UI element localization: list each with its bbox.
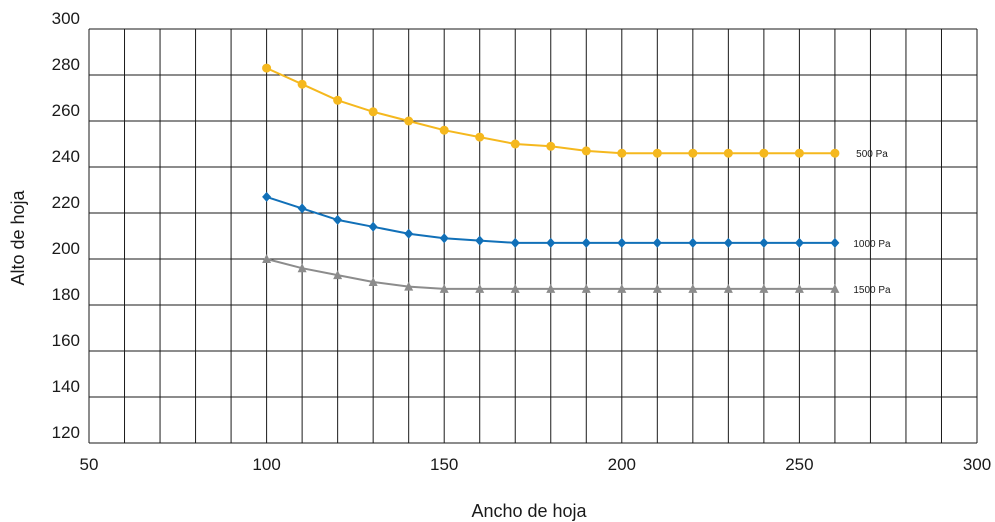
y-tick-label: 140 [52, 377, 80, 396]
data-point [333, 214, 343, 225]
series-label: 500 Pa [856, 149, 888, 160]
data-point [297, 263, 307, 273]
data-point [475, 283, 485, 293]
data-point [368, 277, 378, 286]
data-point [581, 146, 591, 156]
series-label: 1500 Pa [853, 285, 891, 296]
data-point [794, 148, 804, 158]
data-point [510, 237, 520, 248]
data-point [652, 283, 662, 293]
data-point [546, 237, 556, 248]
data-point [475, 235, 485, 246]
data-point [333, 95, 343, 105]
y-tick-label: 300 [52, 9, 80, 28]
chart-series [262, 63, 840, 293]
data-point [830, 148, 840, 158]
x-tick-label: 150 [430, 455, 458, 474]
data-point [404, 281, 414, 291]
data-point [830, 283, 840, 293]
y-axis-title: Alto de hoja [8, 189, 28, 285]
data-point [723, 148, 733, 158]
data-point [439, 283, 449, 293]
data-point [794, 283, 804, 293]
data-point [262, 63, 272, 73]
axis-ticks: 120 140 160 180 200 220 240 260 280 300 50 100 150 20… [52, 9, 992, 474]
data-point [297, 203, 307, 214]
data-point [617, 283, 627, 293]
data-point [617, 148, 627, 158]
y-tick-label: 260 [52, 101, 80, 120]
x-tick-label: 200 [608, 455, 636, 474]
data-point [759, 237, 769, 248]
data-point [581, 237, 591, 248]
data-point [262, 254, 272, 263]
data-point [546, 283, 556, 293]
y-tick-label: 160 [52, 331, 80, 350]
data-point [475, 132, 485, 142]
data-point [830, 237, 840, 248]
data-point [333, 270, 343, 280]
data-point [723, 237, 733, 248]
data-point [439, 233, 449, 244]
y-tick-label: 120 [52, 423, 80, 442]
y-tick-label: 180 [52, 285, 80, 304]
x-tick-label: 100 [252, 455, 280, 474]
data-point [581, 283, 591, 293]
y-tick-label: 200 [52, 239, 80, 258]
x-tick-label: 50 [80, 455, 99, 474]
data-point [368, 107, 378, 117]
data-point [794, 237, 804, 248]
x-axis-title: Ancho de hoja [471, 501, 587, 521]
data-point [546, 141, 556, 151]
data-point [510, 283, 520, 293]
x-tick-label: 250 [785, 455, 813, 474]
data-point [759, 148, 769, 158]
data-point [439, 125, 449, 135]
y-tick-label: 240 [52, 147, 80, 166]
data-point [759, 283, 769, 293]
data-point [652, 148, 662, 158]
x-tick-label: 300 [963, 455, 991, 474]
y-tick-label: 220 [52, 193, 80, 212]
data-point [688, 283, 698, 293]
chart-grid [88, 28, 978, 444]
series-label: 1000 Pa [853, 239, 891, 250]
data-point [368, 221, 378, 232]
data-point [688, 148, 698, 158]
data-point [404, 228, 414, 239]
data-point [510, 139, 520, 149]
data-point [297, 79, 307, 89]
data-point [262, 191, 272, 202]
data-point [688, 237, 698, 248]
y-tick-label: 280 [52, 55, 80, 74]
data-point [617, 237, 627, 248]
series-labels: 500 Pa 1000 Pa 1500 Pa [853, 149, 891, 296]
data-point [404, 116, 414, 126]
data-point [652, 237, 662, 248]
data-point [723, 283, 733, 293]
